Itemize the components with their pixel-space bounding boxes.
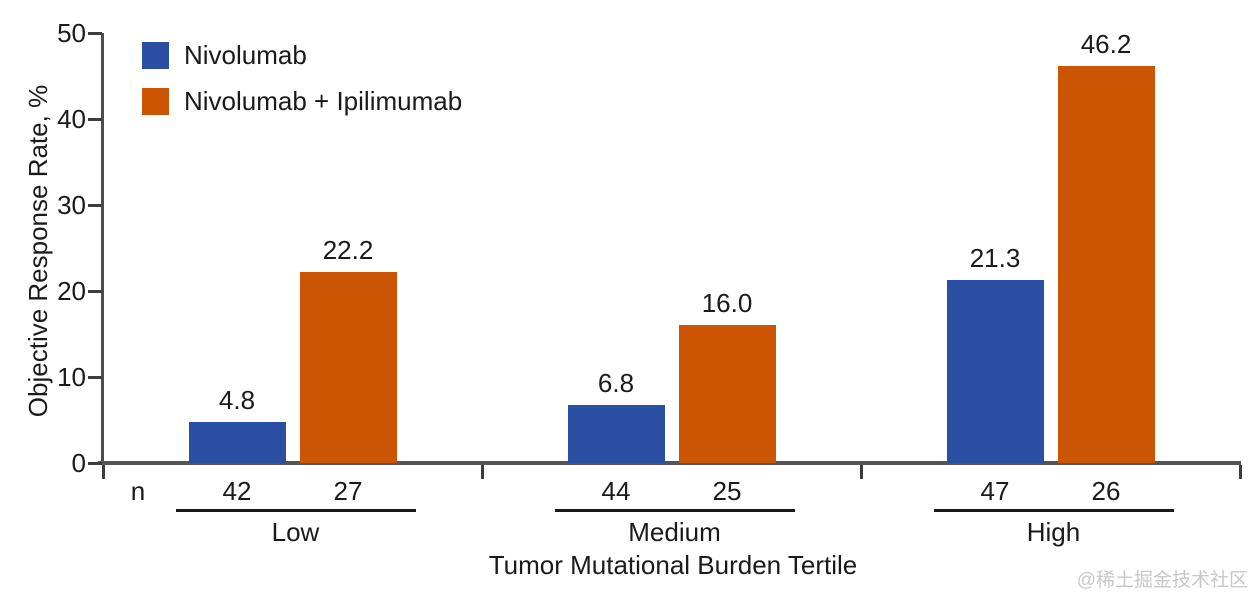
group-label-low: Low bbox=[271, 517, 320, 547]
group-underline bbox=[933, 509, 1174, 512]
bar-value-label: 22.2 bbox=[322, 235, 374, 266]
group-underline bbox=[554, 509, 795, 512]
group-label-medium: Medium bbox=[628, 517, 721, 547]
y-axis-tick bbox=[88, 375, 102, 379]
n-value: 27 bbox=[333, 476, 363, 506]
y-axis-tick-label: 30 bbox=[57, 190, 86, 220]
x-axis-tick bbox=[1238, 465, 1242, 479]
x-axis-tick bbox=[101, 465, 105, 479]
legend-label: Nivolumab + Ipilimumab bbox=[184, 86, 463, 116]
x-axis-title: Tumor Mutational Burden Tertile bbox=[488, 550, 858, 580]
bar-high-nivolumab bbox=[946, 279, 1044, 463]
bar-value-label: 4.8 bbox=[218, 384, 256, 415]
legend-swatch-nivolumab bbox=[142, 42, 169, 69]
y-axis-tick bbox=[88, 289, 102, 293]
legend: Nivolumab Nivolumab + Ipilimumab bbox=[142, 42, 462, 134]
bar-low-nivolumab-ipilimumab bbox=[299, 272, 397, 463]
y-axis-tick-label: 50 bbox=[57, 18, 86, 48]
bar-value-label: 46.2 bbox=[1080, 28, 1132, 59]
y-axis-tick bbox=[88, 31, 102, 35]
legend-item-nivolumab: Nivolumab bbox=[142, 42, 462, 69]
x-axis-line bbox=[98, 461, 1241, 465]
n-value: 42 bbox=[222, 476, 252, 506]
n-row-label: n bbox=[130, 476, 146, 506]
n-value: 25 bbox=[712, 476, 742, 506]
n-value: 44 bbox=[601, 476, 631, 506]
y-axis-tick bbox=[88, 203, 102, 207]
group-underline bbox=[175, 509, 416, 512]
y-axis-tick-label: 40 bbox=[57, 104, 86, 134]
watermark: @稀土掘金技术社区 bbox=[1076, 570, 1248, 591]
y-axis-tick-label: 0 bbox=[71, 448, 86, 478]
y-axis-tick-label: 10 bbox=[57, 362, 86, 392]
bar-low-nivolumab bbox=[188, 421, 286, 463]
bar-high-nivolumab-ipilimumab bbox=[1057, 65, 1155, 463]
y-axis-line bbox=[101, 33, 104, 464]
x-axis-tick bbox=[480, 465, 484, 479]
group-label-high: High bbox=[1026, 517, 1081, 547]
y-axis-tick bbox=[88, 117, 102, 121]
legend-swatch-nivolumab-ipilimumab bbox=[142, 88, 169, 115]
bar-value-label: 21.3 bbox=[969, 242, 1021, 273]
bar-value-label: 16.0 bbox=[701, 288, 753, 319]
bar-medium-nivolumab bbox=[567, 404, 665, 463]
legend-label: Nivolumab bbox=[184, 40, 307, 70]
x-axis-tick bbox=[859, 465, 863, 479]
n-value: 47 bbox=[980, 476, 1010, 506]
bar-value-label: 6.8 bbox=[597, 367, 635, 398]
y-axis-tick bbox=[88, 461, 102, 465]
n-value: 26 bbox=[1091, 476, 1121, 506]
y-axis-tick-label: 20 bbox=[57, 276, 86, 306]
legend-item-nivolumab-ipilimumab: Nivolumab + Ipilimumab bbox=[142, 88, 462, 115]
bar-medium-nivolumab-ipilimumab bbox=[678, 325, 776, 463]
y-axis-title: Objective Response Rate, % bbox=[23, 84, 53, 418]
